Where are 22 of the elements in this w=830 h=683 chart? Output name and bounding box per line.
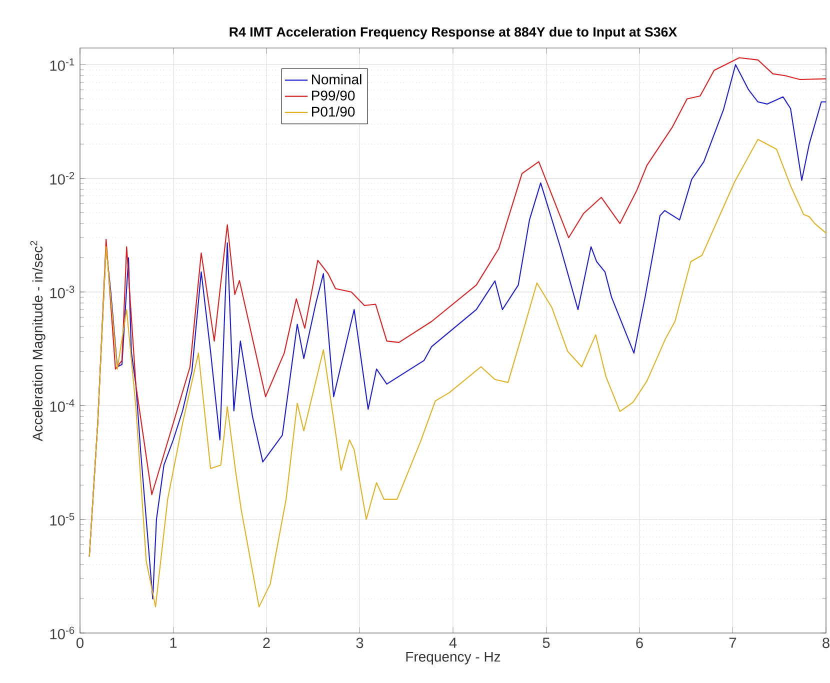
x-tick-label: 4	[449, 638, 457, 648]
legend-label: Nominal	[312, 74, 362, 84]
x-tick-label: 1	[170, 638, 177, 648]
y-tick-label: 10$^{-6}$	[50, 626, 74, 640]
x-tick-label: 0	[76, 638, 84, 648]
y-tick-label: 10$^{-5}$	[50, 513, 74, 526]
x-tick-label: 2	[263, 638, 270, 648]
y-tick-label: 10$^{-1}$	[50, 58, 74, 71]
x-tick-label: 3	[356, 638, 364, 648]
y-tick-label: 10$^{-2}$	[50, 172, 74, 185]
x-axis-title: Frequency - Hz	[406, 652, 500, 664]
x-tick-label: 8	[822, 638, 830, 648]
y-axis-title: Acceleration Magnitude - in/sec$^{2}$	[30, 240, 46, 442]
y-tick-label: 10$^{-3}$	[50, 286, 74, 298]
x-tick-label: 5	[542, 638, 550, 648]
legend-label: P99/90	[312, 90, 355, 101]
x-tick-label: 6	[636, 638, 643, 648]
line-series	[88, 138, 826, 608]
legend-label: P01/90	[312, 106, 355, 117]
x-tick-label: 7	[729, 638, 736, 648]
chart-title: R4 IMT Acceleration Frequency Response at 884Y due to Input at S36X	[230, 26, 678, 40]
y-tick-label: 10$^{-4}$	[50, 399, 74, 412]
